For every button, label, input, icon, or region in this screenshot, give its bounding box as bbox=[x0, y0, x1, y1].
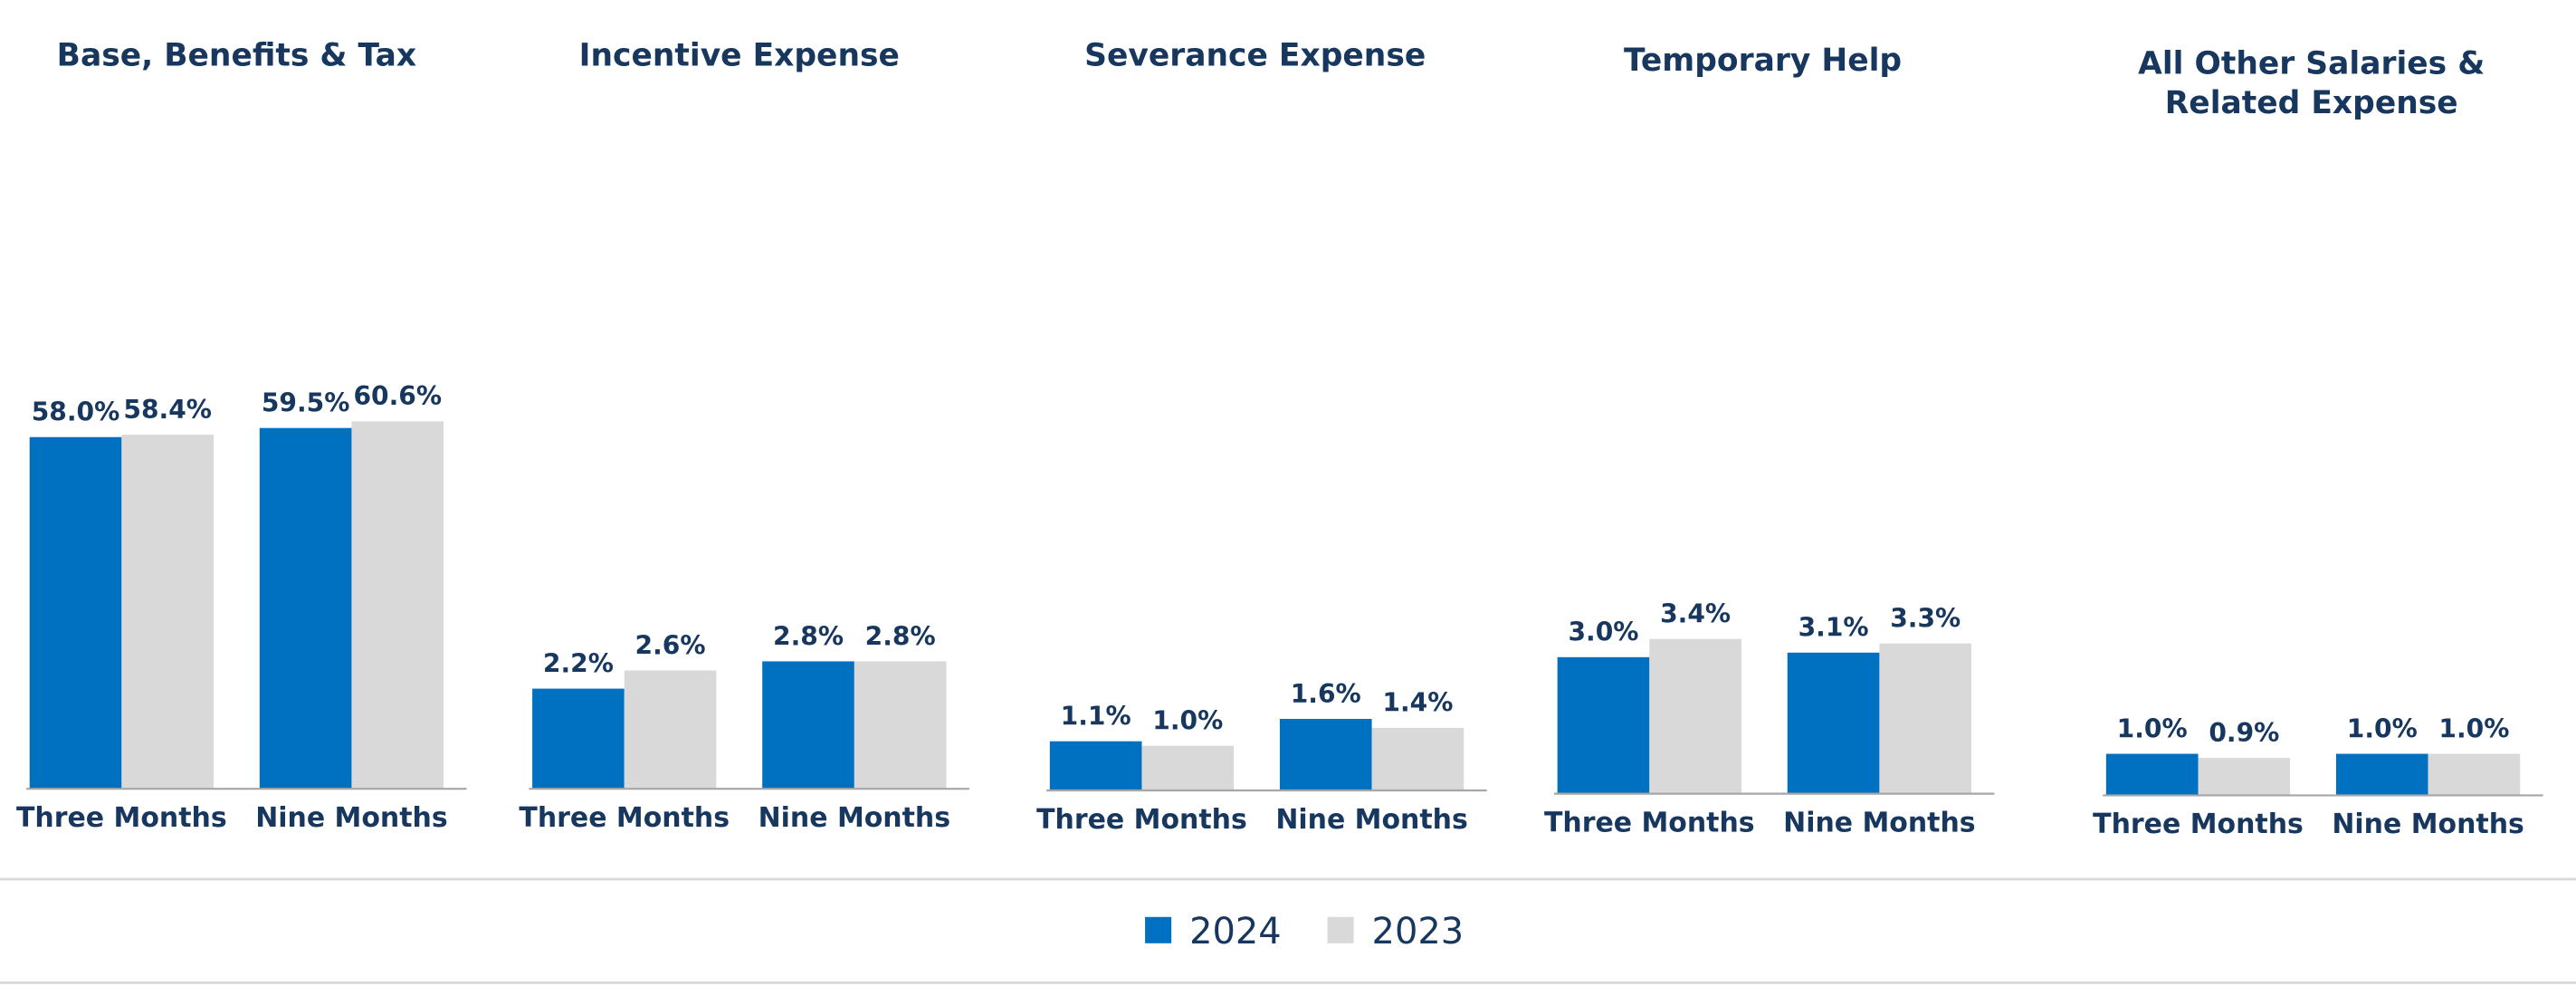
bar bbox=[259, 427, 352, 790]
x-tick-label: Nine Months bbox=[1275, 804, 1467, 836]
bar bbox=[624, 670, 717, 790]
data-label: 58.0% bbox=[32, 397, 120, 427]
x-tick-label: Nine Months bbox=[1783, 807, 1975, 838]
bar bbox=[2428, 753, 2521, 796]
bar bbox=[1787, 652, 1880, 794]
bar bbox=[29, 436, 122, 790]
data-label: 2.8% bbox=[865, 621, 936, 651]
data-label: 60.6% bbox=[353, 381, 442, 411]
bar bbox=[1371, 727, 1465, 791]
bar bbox=[121, 435, 214, 790]
bar bbox=[2105, 753, 2199, 796]
data-label: 2.6% bbox=[635, 630, 706, 660]
bar bbox=[1141, 745, 1235, 791]
chart-title: Incentive Expense bbox=[578, 37, 900, 74]
data-label: 1.6% bbox=[1291, 679, 1361, 709]
bar bbox=[351, 421, 444, 790]
bar bbox=[532, 688, 625, 790]
bar bbox=[1557, 656, 1650, 794]
data-label: 0.9% bbox=[2209, 718, 2279, 748]
x-tick-label: Three Months bbox=[2093, 809, 2304, 840]
data-label: 3.3% bbox=[1890, 604, 1961, 634]
data-label: 1.0% bbox=[1152, 705, 1223, 735]
data-label: 3.0% bbox=[1568, 617, 1638, 647]
bar bbox=[854, 661, 947, 790]
chart-title-box: Severance Expense bbox=[1084, 37, 1426, 74]
x-tick-label: Nine Months bbox=[255, 802, 447, 834]
data-label: 1.0% bbox=[2347, 713, 2418, 743]
data-label: 1.1% bbox=[1061, 702, 1131, 732]
chart-title-box: Temporary Help bbox=[1623, 43, 1903, 80]
chart-title: Base, Benefits & Tax bbox=[56, 37, 417, 74]
x-tick-label: Nine Months bbox=[2332, 809, 2524, 840]
data-label: 1.0% bbox=[2438, 713, 2509, 743]
x-tick-label: Three Months bbox=[1036, 804, 1247, 836]
chart-title-box: Incentive Expense bbox=[578, 37, 900, 74]
x-tick-label: Three Months bbox=[1544, 807, 1755, 838]
bar bbox=[1879, 643, 1972, 794]
data-label: 59.5% bbox=[262, 388, 350, 418]
data-label: 3.4% bbox=[1660, 599, 1731, 629]
data-label: 58.4% bbox=[123, 395, 212, 425]
x-tick-label: Nine Months bbox=[758, 802, 950, 834]
chart-title: Temporary Help bbox=[1623, 43, 1903, 80]
legend-label: 2024 bbox=[1189, 911, 1282, 952]
data-label: 2.2% bbox=[543, 648, 614, 678]
bar bbox=[1649, 638, 1741, 794]
chart-title-box: All Other Salaries & Related Expense bbox=[2138, 45, 2485, 122]
chart-title: All Other Salaries & Related Expense bbox=[2138, 45, 2485, 122]
data-label: 2.8% bbox=[773, 621, 844, 651]
bar bbox=[1279, 719, 1372, 791]
bar bbox=[2198, 758, 2291, 796]
data-label: 3.1% bbox=[1798, 613, 1869, 643]
data-label: 1.4% bbox=[1382, 688, 1453, 718]
x-tick-label: Three Months bbox=[519, 802, 730, 834]
legend-swatch bbox=[1145, 916, 1172, 943]
chart-title-box: Base, Benefits & Tax bbox=[56, 37, 417, 74]
legend-label: 2023 bbox=[1372, 911, 1465, 952]
legend-swatch bbox=[1327, 916, 1354, 943]
x-tick-label: Three Months bbox=[16, 802, 227, 834]
bar bbox=[2335, 753, 2428, 796]
data-label: 1.0% bbox=[2117, 713, 2188, 743]
bar bbox=[1049, 741, 1142, 791]
bar bbox=[762, 661, 854, 790]
chart-title: Severance Expense bbox=[1084, 37, 1426, 74]
